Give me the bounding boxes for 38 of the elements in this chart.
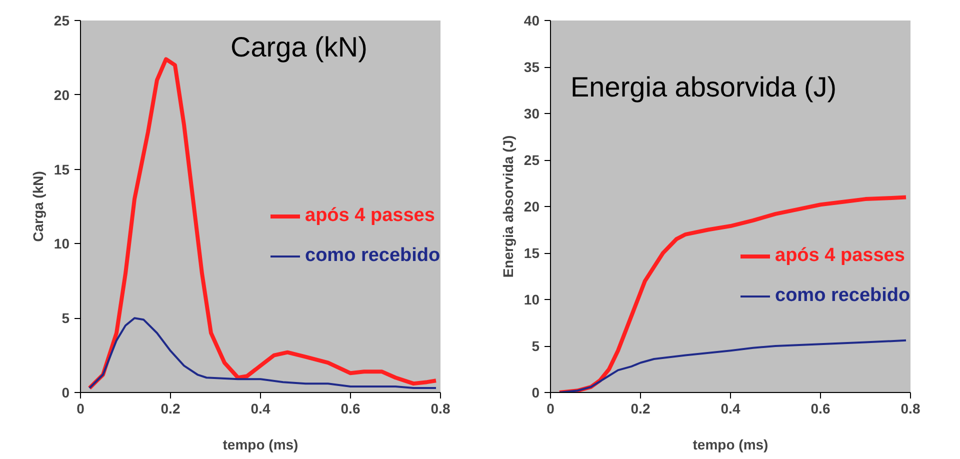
y-tick-label: 10	[524, 292, 540, 308]
y-tick-label: 40	[524, 12, 540, 28]
line-series	[558, 195, 908, 392]
x-tick-label: 0	[546, 400, 555, 416]
y-tick-label: 20	[524, 198, 540, 214]
x-axis-title: tempo (ms)	[222, 436, 298, 452]
y-tick-label: 0	[532, 384, 540, 400]
x-tick-label: 0.6	[810, 400, 830, 416]
x-tick-label: 0.8	[900, 400, 920, 416]
y-tick-label: 35	[524, 59, 540, 75]
y-axis-title: Carga (kN)	[30, 171, 46, 242]
y-tick-label: 20	[54, 86, 70, 103]
x-axis-title: tempo (ms)	[692, 436, 768, 452]
y-tick-label: 5	[532, 338, 540, 354]
legend-label: como recebido	[775, 285, 910, 307]
y-tick-label: 30	[524, 106, 540, 122]
x-tick-label: 0	[76, 400, 85, 416]
chart-title: Carga (kN)	[230, 32, 368, 62]
text: Energia absorvida (J)	[570, 72, 837, 102]
legend-label: após 4 passes	[775, 245, 905, 267]
line-series	[558, 339, 907, 392]
y-tick-label: 15	[524, 245, 540, 261]
y-tick-label: 0	[62, 384, 70, 400]
y-tick-label: 25	[54, 12, 70, 28]
line-series	[88, 317, 437, 390]
x-tick-label: 0.8	[430, 400, 450, 416]
x-tick-label: 0.4	[250, 400, 270, 416]
y-tick-label: 25	[524, 152, 540, 168]
x-tick-label: 0.2	[630, 400, 650, 416]
x-tick-label: 0.2	[160, 400, 180, 416]
legend-label: como recebido	[305, 245, 440, 267]
y-tick-label: 10	[54, 236, 70, 252]
legend-label: após 4 passes	[305, 205, 435, 227]
y-tick-label: 5	[62, 310, 70, 326]
y-axis-title: Energia absorvida (J)	[500, 135, 516, 278]
y-tick-label: 15	[54, 161, 70, 178]
x-tick-label: 0.6	[340, 400, 360, 416]
x-tick-label: 0.4	[720, 400, 740, 416]
